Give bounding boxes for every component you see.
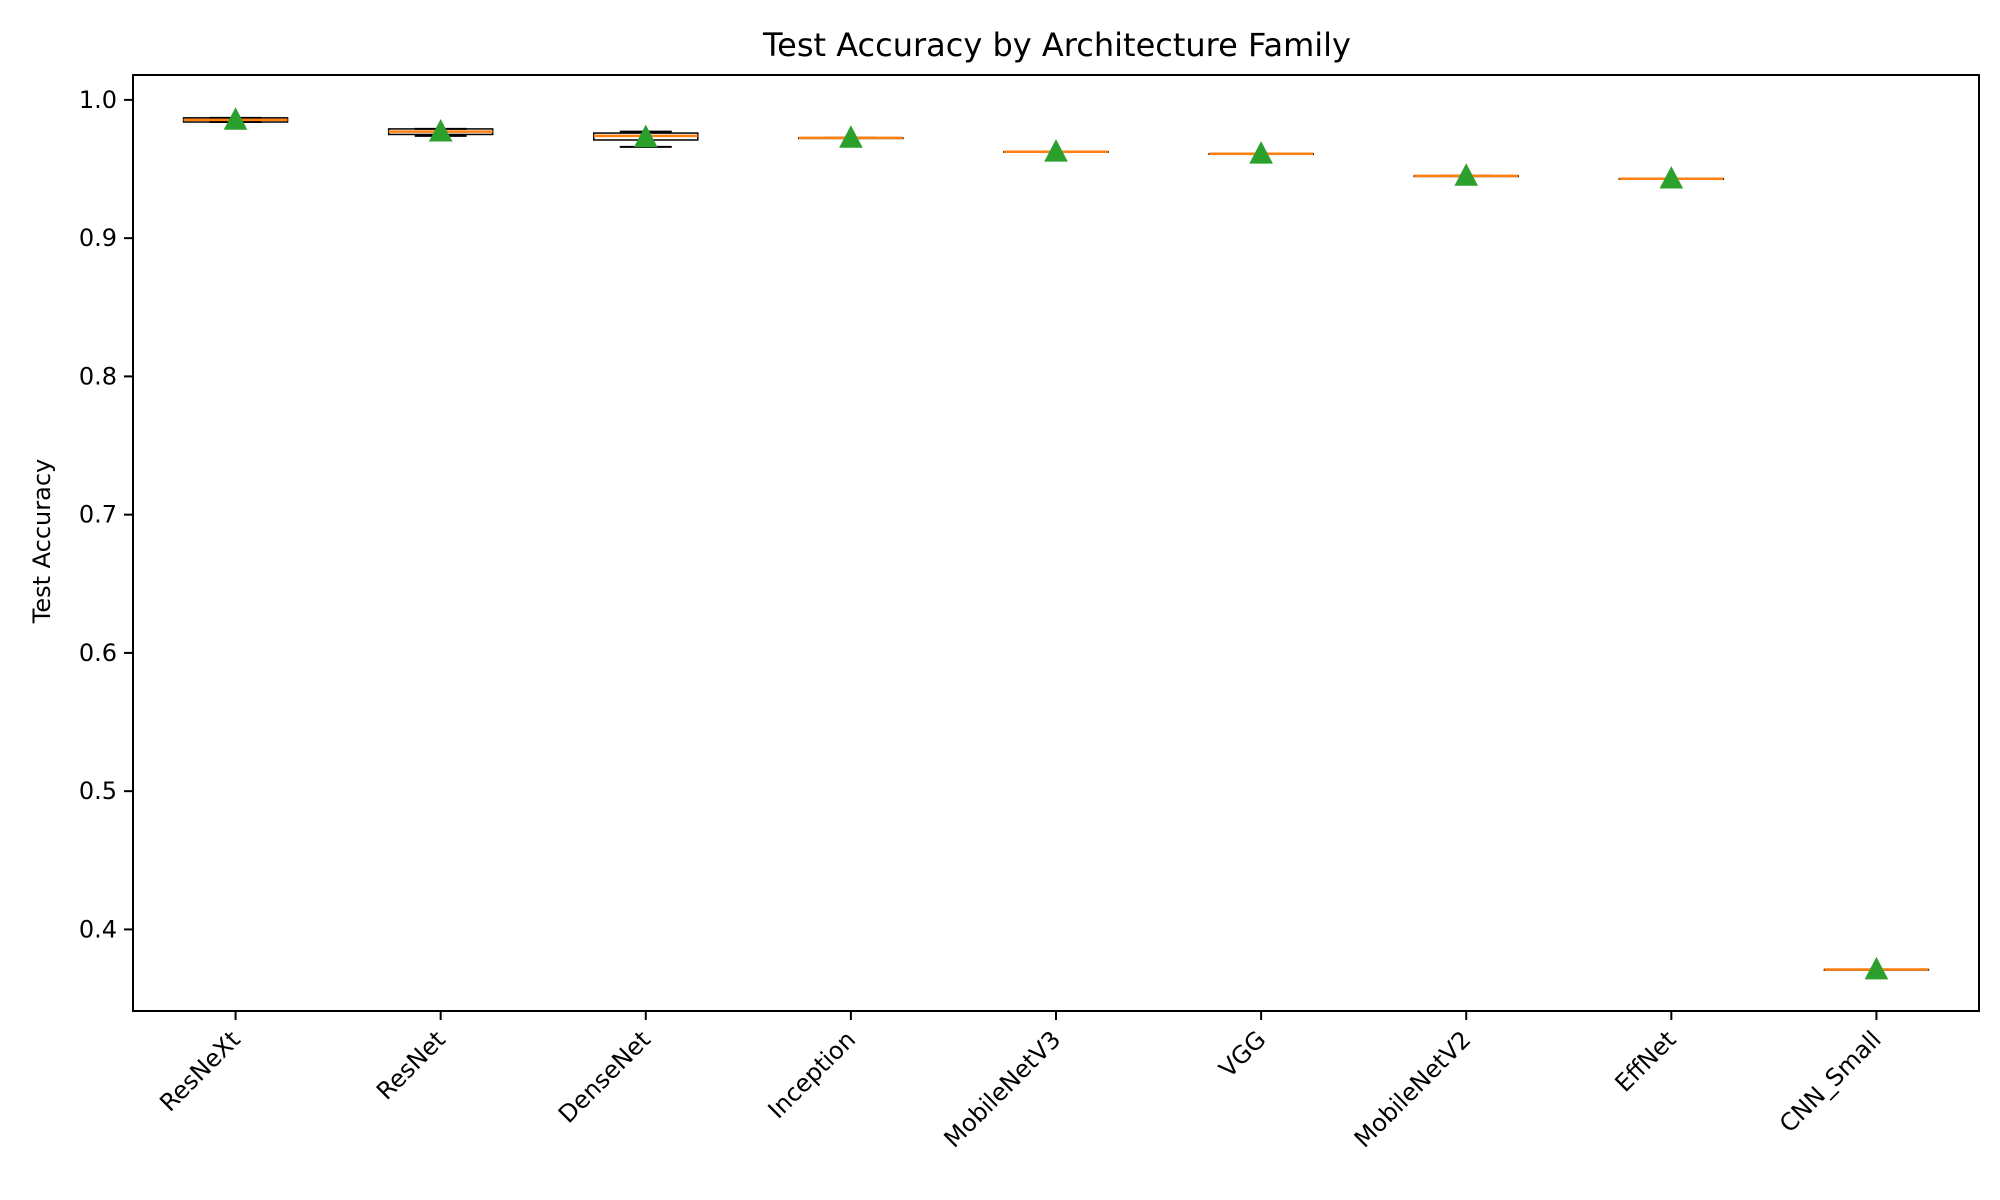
box-group-resnet bbox=[387, 119, 494, 142]
y-tick-label: 0.4 bbox=[79, 915, 117, 943]
box-group-mobilenetv3 bbox=[1003, 139, 1109, 162]
y-tick-label: 0.5 bbox=[79, 777, 117, 805]
y-tick-label: 0.6 bbox=[79, 639, 117, 667]
mean-marker bbox=[1659, 166, 1684, 189]
plot-frame bbox=[132, 74, 1980, 1012]
mean-marker bbox=[223, 107, 248, 130]
y-axis-ticks: 0.4 0.5 0.6 0.7 0.8 0.9 1.0 bbox=[79, 86, 133, 943]
chart-title: Test Accuracy by Architecture Family bbox=[762, 26, 1351, 64]
mean-marker bbox=[1249, 141, 1273, 164]
mean-marker bbox=[1454, 163, 1479, 186]
mean-marker bbox=[1044, 139, 1068, 162]
plot-marks bbox=[182, 107, 1930, 980]
box-group-resnext bbox=[182, 107, 289, 130]
box-group-vgg bbox=[1208, 141, 1314, 164]
box-group-densenet bbox=[593, 124, 699, 148]
box-group-effnet bbox=[1618, 166, 1725, 189]
mean-marker bbox=[1864, 956, 1889, 980]
y-tick-label: 0.7 bbox=[79, 501, 117, 529]
y-tick-label: 0.9 bbox=[79, 224, 117, 252]
y-tick-label: 0.8 bbox=[79, 362, 117, 390]
mean-marker bbox=[428, 119, 453, 142]
y-tick-label: 1.0 bbox=[79, 86, 117, 114]
mean-marker bbox=[633, 124, 658, 148]
box-group-inception bbox=[798, 125, 904, 148]
mean-marker bbox=[839, 125, 863, 148]
y-axis-label: Test Accuracy bbox=[28, 459, 56, 624]
box-group-cnn-small bbox=[1823, 956, 1930, 980]
box-group-mobilenetv2 bbox=[1413, 163, 1519, 186]
